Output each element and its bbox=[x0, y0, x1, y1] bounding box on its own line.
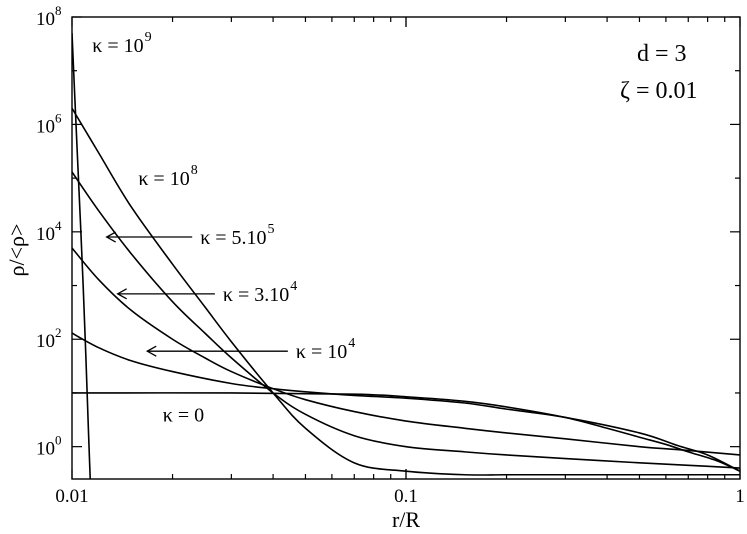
series-label-2: κ = 5.10 bbox=[200, 227, 266, 249]
series-curve-5 bbox=[72, 392, 740, 472]
series-annotations: κ = 10 9κ = 10 8κ = 5.10 5κ = 3.10 4κ = 10 4κ… bbox=[92, 30, 355, 426]
y-tick-exponent: 2 bbox=[55, 325, 62, 340]
x-tick-label: 1 bbox=[735, 486, 745, 507]
series-label-exponent-0: 9 bbox=[145, 30, 152, 45]
series-curve-3 bbox=[72, 247, 740, 456]
axis-ticks bbox=[71, 16, 741, 479]
series-label-0: κ = 10 bbox=[92, 35, 143, 57]
arrow-head-2 bbox=[105, 231, 116, 243]
y-tick-label: 10 bbox=[36, 116, 55, 137]
y-tick-exponent: 4 bbox=[55, 218, 62, 233]
y-tick-label: 10 bbox=[36, 331, 55, 352]
x-tick-label: 0.1 bbox=[394, 486, 418, 507]
y-tick-exponent: 0 bbox=[55, 433, 62, 448]
series-curve-2 bbox=[72, 171, 740, 469]
series-label-exponent-4: 4 bbox=[348, 336, 355, 351]
param-d: d = 3 bbox=[637, 41, 687, 67]
series-label-exponent-2: 5 bbox=[268, 222, 275, 237]
y-axis-label: ρ/<ρ> bbox=[4, 224, 29, 277]
series-curve-1 bbox=[72, 107, 740, 476]
series-label-3: κ = 3.10 bbox=[223, 284, 289, 306]
param-zeta: ζ = 0.01 bbox=[620, 78, 697, 104]
series-curves bbox=[72, 33, 740, 479]
y-tick-label: 10 bbox=[36, 224, 55, 245]
series-label-exponent-3: 4 bbox=[290, 279, 297, 294]
arrow-head-3 bbox=[116, 288, 127, 300]
y-tick-exponent: 6 bbox=[55, 110, 62, 125]
series-label-5: κ = 0 bbox=[163, 404, 204, 426]
x-tick-label: 0.01 bbox=[55, 486, 88, 507]
series-curve-4 bbox=[72, 332, 740, 472]
y-tick-label: 10 bbox=[36, 439, 55, 460]
arrow-head-4 bbox=[145, 345, 157, 357]
series-label-1: κ = 10 bbox=[138, 168, 189, 190]
x-axis-label: r/R bbox=[392, 507, 420, 532]
series-label-4: κ = 10 bbox=[296, 341, 347, 363]
y-tick-label: 10 bbox=[36, 9, 55, 30]
y-tick-exponent: 8 bbox=[55, 3, 62, 18]
series-label-exponent-1: 8 bbox=[191, 163, 198, 178]
